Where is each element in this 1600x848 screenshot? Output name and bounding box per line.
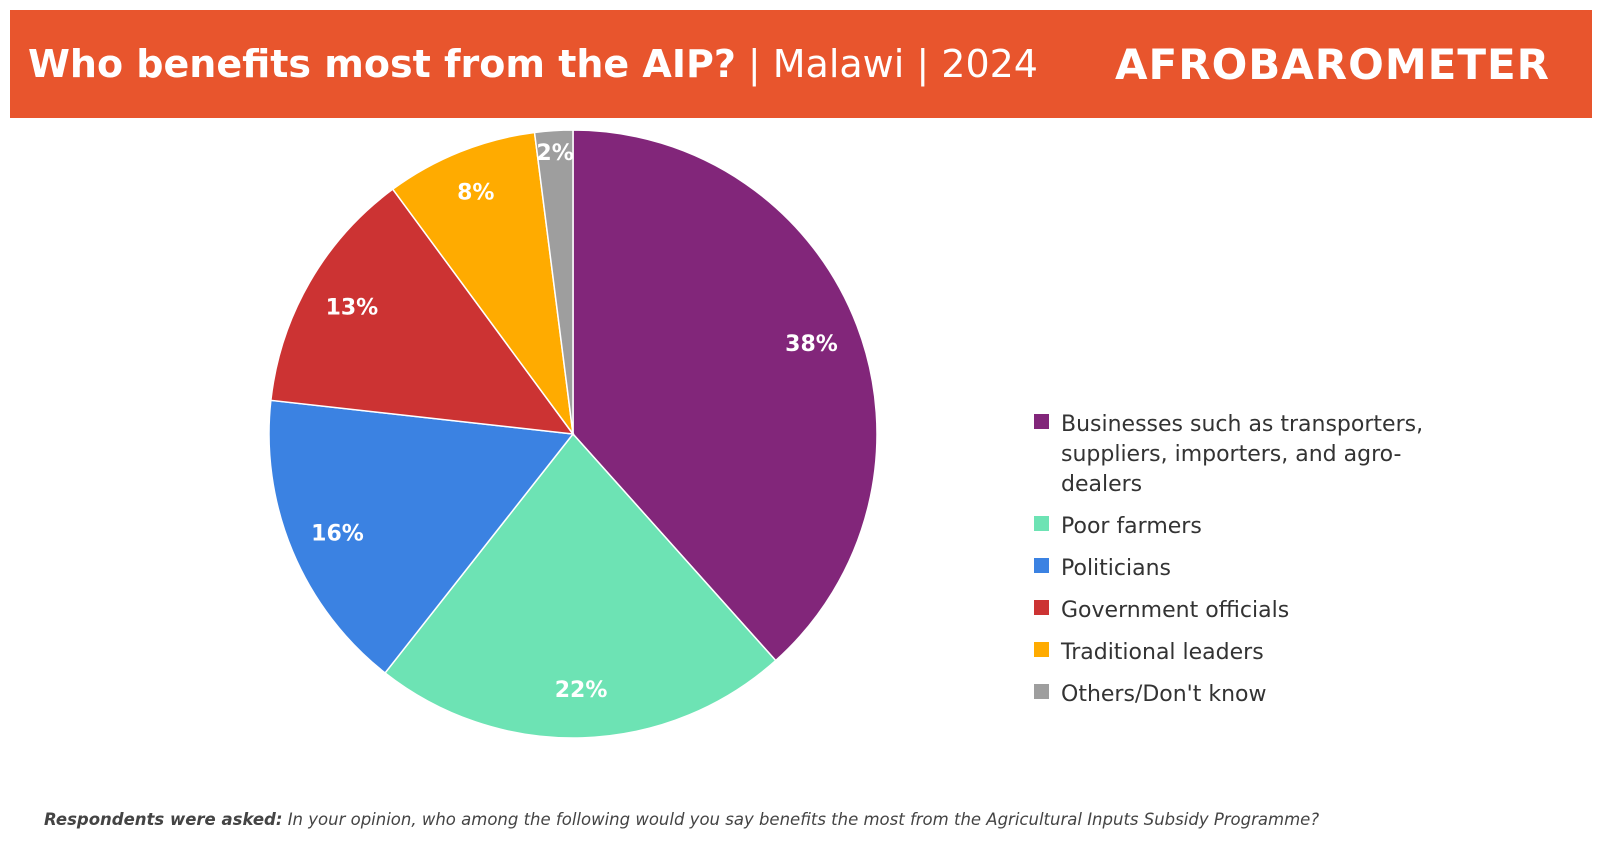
pie-data-label-5: 2% bbox=[536, 141, 573, 166]
pie-chart: 38% 22% 16% 13% 8% 2% bbox=[268, 129, 878, 739]
footnote: Respondents were asked: In your opinion,… bbox=[44, 810, 1319, 829]
legend-item-0: Businesses such as transporters, supplie… bbox=[1034, 410, 1454, 500]
legend-item-4: Traditional leaders bbox=[1034, 638, 1454, 668]
legend-item-1: Poor farmers bbox=[1034, 512, 1454, 542]
legend-label: Politicians bbox=[1061, 556, 1171, 581]
pie-slice-4 bbox=[391, 131, 575, 437]
pie-data-label-0: 38% bbox=[785, 332, 838, 357]
pie-chart-area: 38% 22% 16% 13% 8% 2% Businesses such as tran… bbox=[0, 118, 1600, 768]
legend-swatch bbox=[1034, 684, 1049, 699]
legend-label: Businesses such as transporters, supplie… bbox=[1061, 412, 1424, 497]
legend-swatch bbox=[1034, 642, 1049, 657]
legend-swatch bbox=[1034, 516, 1049, 531]
pie-data-label-4: 8% bbox=[457, 180, 494, 205]
pie-data-label-3: 13% bbox=[326, 295, 379, 320]
legend-item-3: Government officials bbox=[1034, 596, 1454, 626]
legend-label: Poor farmers bbox=[1061, 514, 1202, 539]
legend-swatch bbox=[1034, 414, 1049, 429]
pie-slice-5 bbox=[533, 129, 574, 435]
pie-slice-0 bbox=[572, 129, 878, 662]
legend-label: Others/Don't know bbox=[1061, 682, 1267, 707]
pie-slice-3 bbox=[270, 188, 575, 435]
pie-data-label-1: 22% bbox=[555, 678, 608, 703]
footnote-lead: Respondents were asked: bbox=[44, 810, 283, 829]
title-subtitle: | Malawi | 2024 bbox=[747, 42, 1038, 86]
chart-title: Who benefits most from the AIP? | Malawi… bbox=[28, 10, 1038, 118]
afrobarometer-logo: AFROBAROMETER bbox=[1115, 39, 1550, 89]
pie-data-label-2: 16% bbox=[311, 522, 364, 547]
footnote-text: In your opinion, who among the following… bbox=[287, 810, 1320, 829]
chart-legend: Businesses such as transporters, supplie… bbox=[1034, 410, 1454, 722]
title-main: Who benefits most from the AIP? bbox=[28, 42, 736, 86]
legend-swatch bbox=[1034, 600, 1049, 615]
legend-swatch bbox=[1034, 558, 1049, 573]
legend-label: Government officials bbox=[1061, 598, 1290, 623]
legend-item-5: Others/Don't know bbox=[1034, 680, 1454, 710]
legend-item-2: Politicians bbox=[1034, 554, 1454, 584]
pie-slice-2 bbox=[268, 399, 575, 675]
pie-slice-1 bbox=[384, 432, 777, 739]
header-banner: Who benefits most from the AIP? | Malawi… bbox=[10, 10, 1592, 118]
legend-label: Traditional leaders bbox=[1061, 640, 1264, 665]
